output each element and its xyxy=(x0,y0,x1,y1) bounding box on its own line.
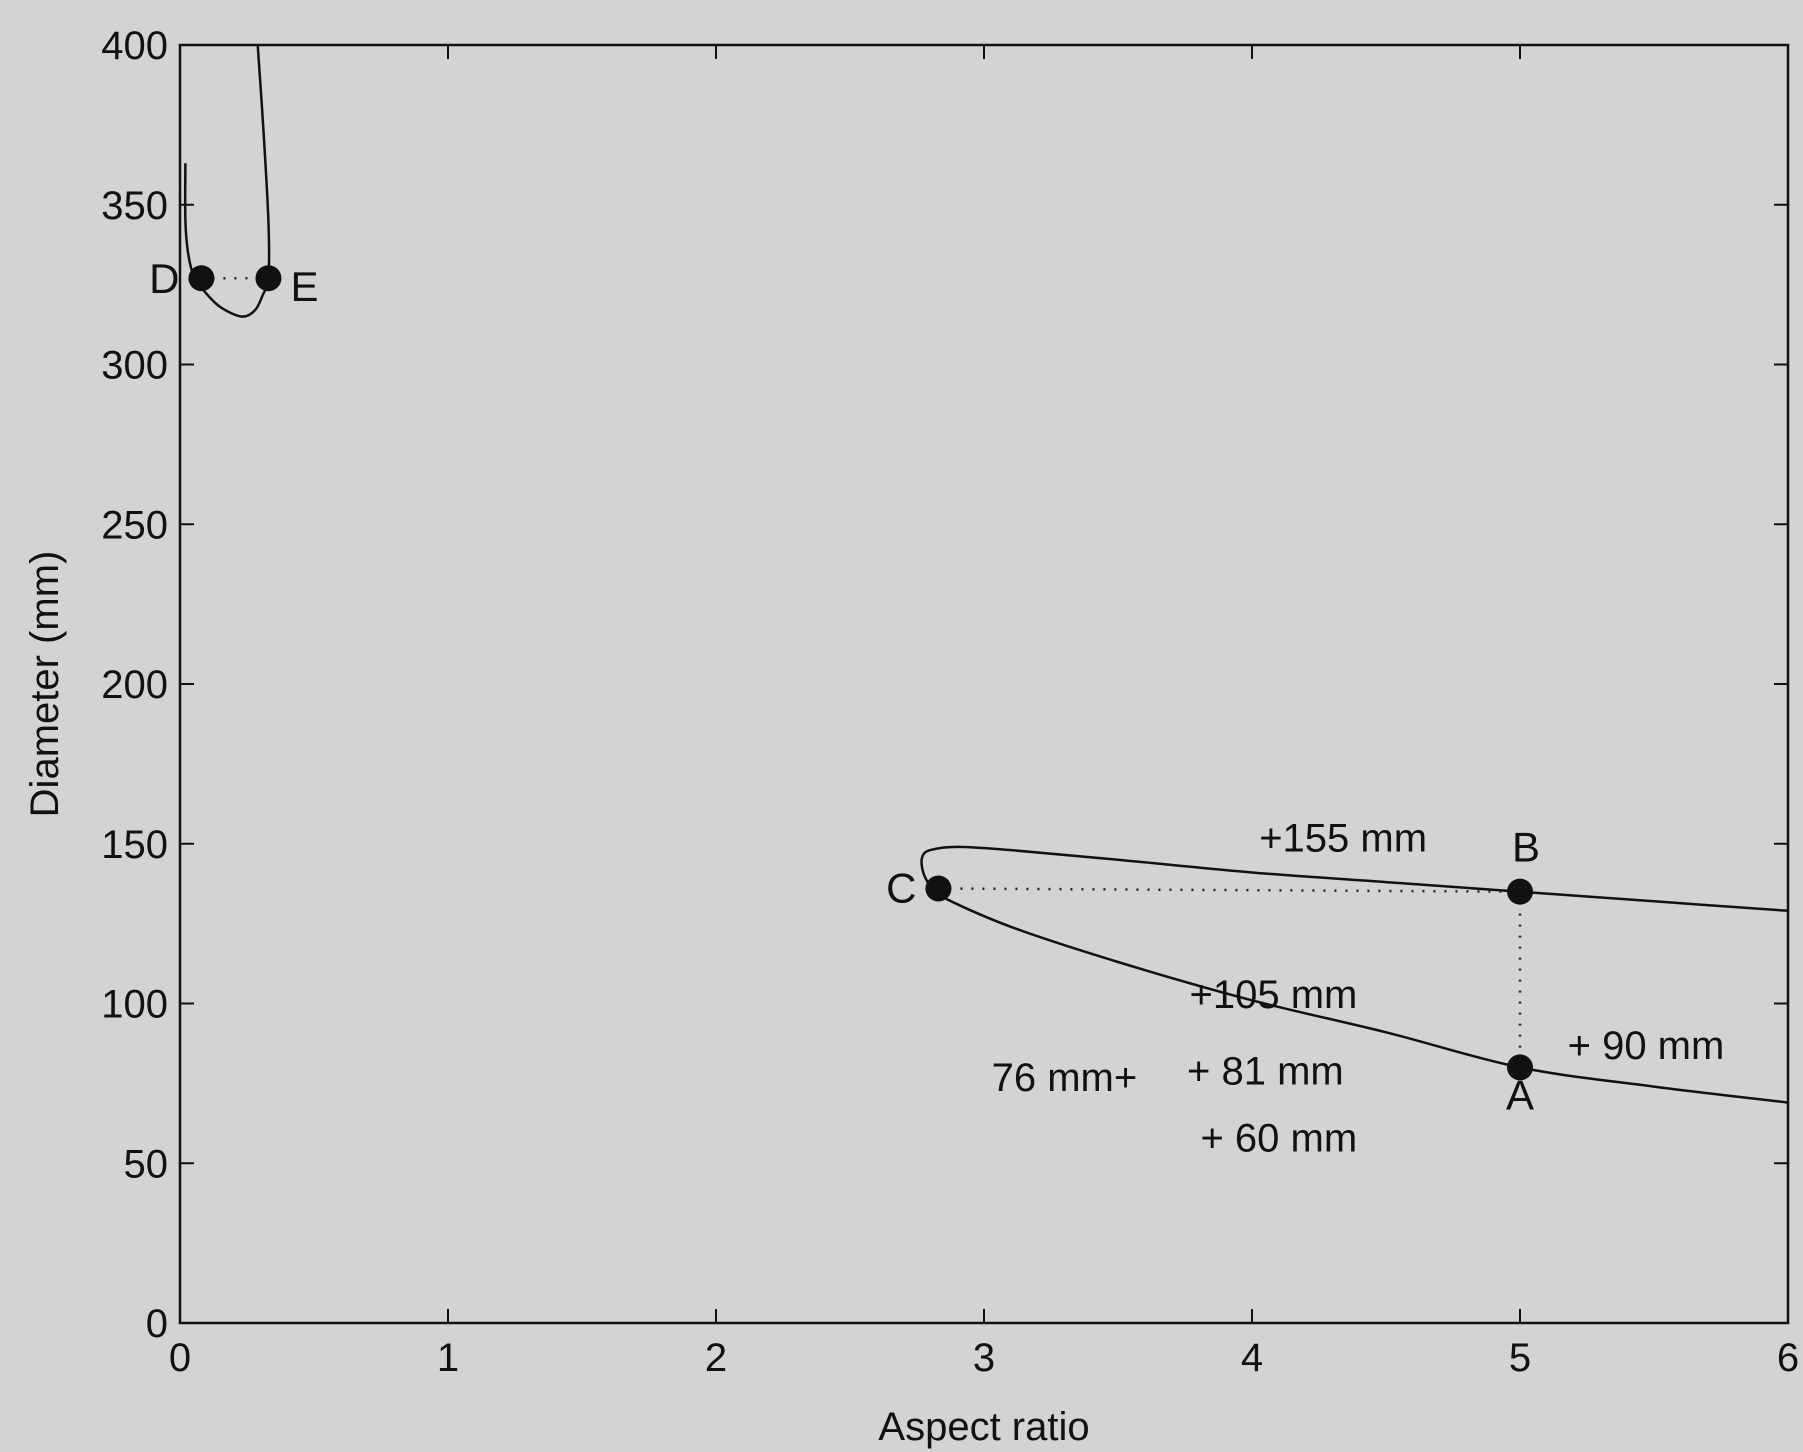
x-tick-label: 4 xyxy=(1241,1336,1263,1380)
plot-area xyxy=(178,43,1790,1325)
x-tick-label: 6 xyxy=(1777,1336,1799,1380)
y-tick-label: 350 xyxy=(101,184,168,228)
annotation-label: +155 mm xyxy=(1259,816,1427,860)
y-tick-label: 300 xyxy=(101,344,168,388)
y-tick-label: 150 xyxy=(101,823,168,867)
point-marker-c xyxy=(925,875,952,902)
point-marker-b xyxy=(1507,878,1533,905)
x-tick-label: 1 xyxy=(437,1336,459,1380)
y-tick-label: 50 xyxy=(124,1142,169,1186)
point-label-e: E xyxy=(290,263,318,310)
y-axis-title: Diameter (mm) xyxy=(23,551,67,818)
point-marker-d xyxy=(188,265,215,292)
dotted-guide-line xyxy=(938,887,1521,893)
annotation-label: +105 mm xyxy=(1190,973,1358,1017)
x-tick-label: 0 xyxy=(169,1336,191,1380)
annotation-label: 76 mm+ xyxy=(992,1056,1138,1100)
x-axis-title: Aspect ratio xyxy=(878,1405,1089,1449)
point-label-c: C xyxy=(886,864,916,911)
point-marker-e xyxy=(255,265,282,292)
annotation-label: + 60 mm xyxy=(1200,1117,1357,1161)
y-tick-label: 400 xyxy=(101,24,168,68)
point-label-a: A xyxy=(1506,1071,1534,1118)
series-curve-1 xyxy=(920,845,1789,1104)
point-label-b: B xyxy=(1512,824,1540,871)
annotation-label: + 81 mm xyxy=(1187,1050,1344,1094)
y-tick-label: 200 xyxy=(101,663,168,707)
y-tick-label: 250 xyxy=(101,503,168,547)
annotation-label: + 90 mm xyxy=(1568,1024,1725,1068)
x-tick-label: 3 xyxy=(973,1336,995,1380)
x-tick-label: 2 xyxy=(705,1336,727,1380)
point-label-d: D xyxy=(149,255,179,302)
y-tick-label: 0 xyxy=(146,1302,168,1346)
series-curve-2 xyxy=(183,44,271,318)
point-marker-a xyxy=(1507,1054,1533,1081)
x-tick-label: 5 xyxy=(1509,1336,1531,1380)
y-tick-label: 100 xyxy=(101,983,168,1027)
